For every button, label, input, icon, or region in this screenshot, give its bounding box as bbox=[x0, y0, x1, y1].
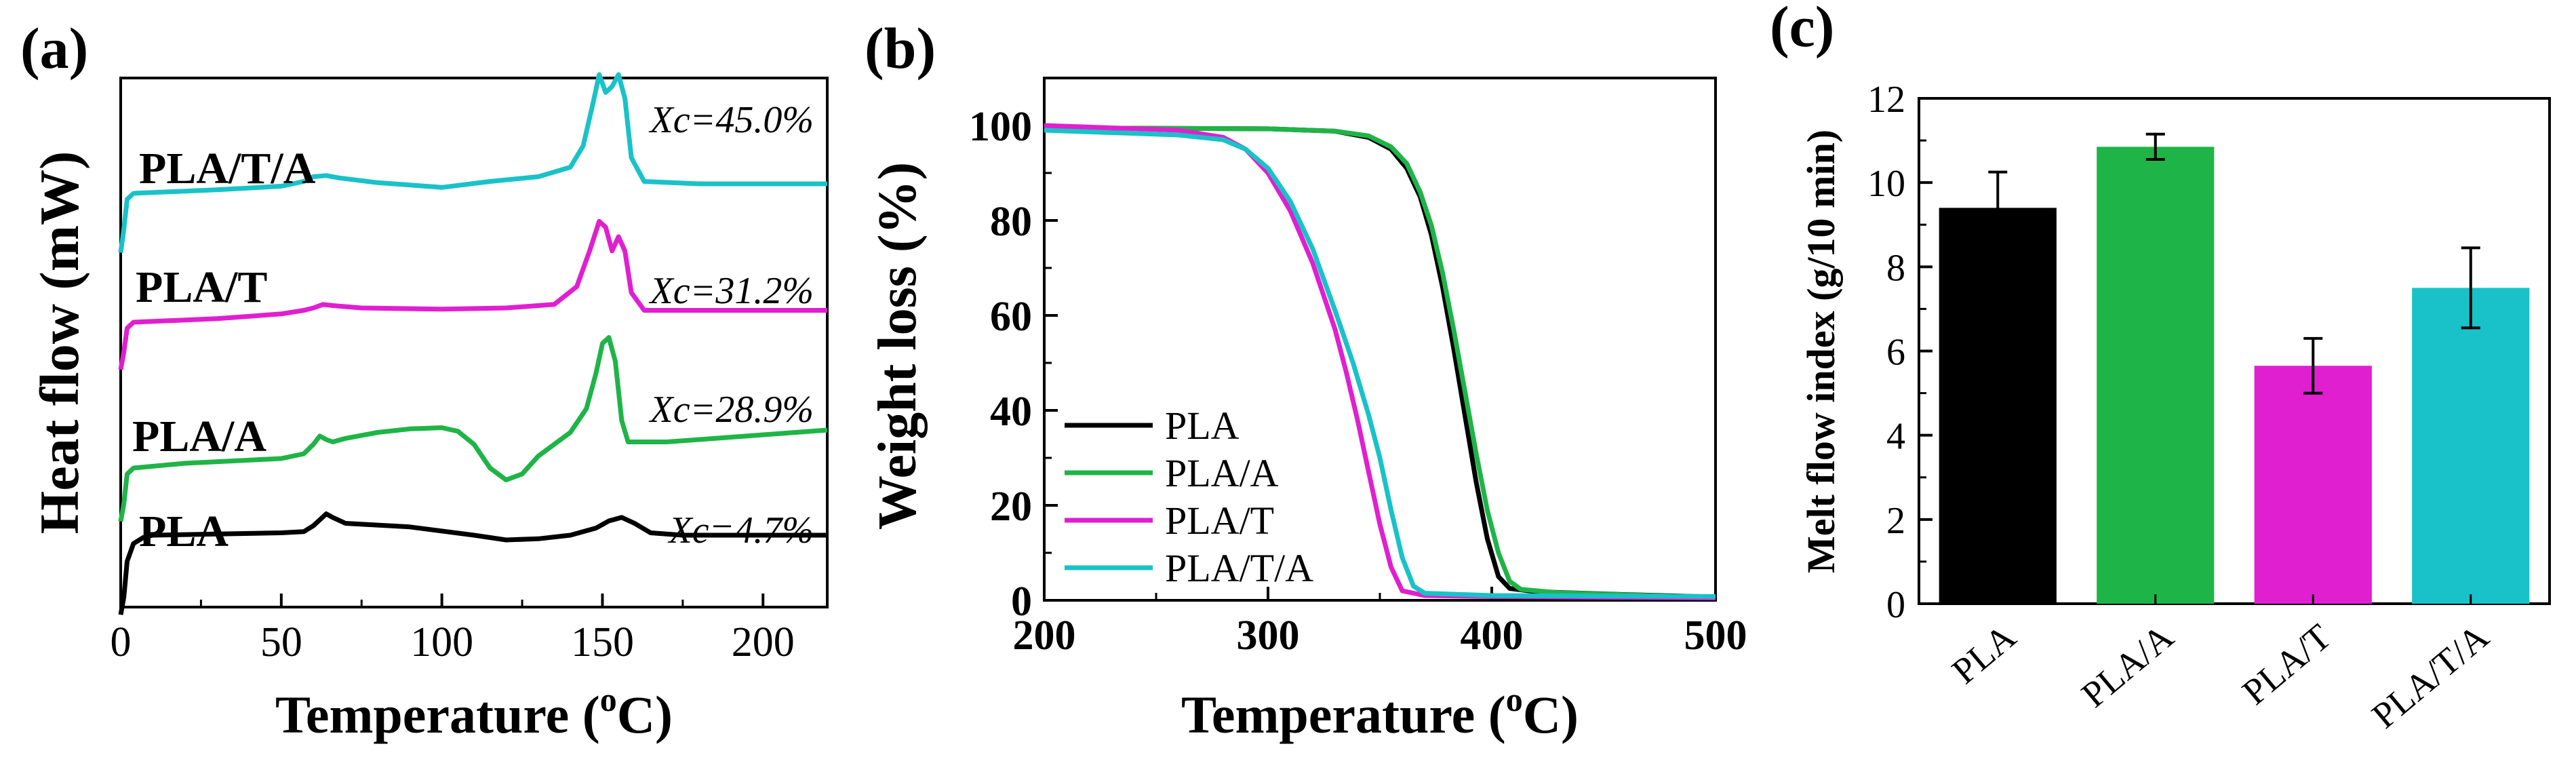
mfi-y-tick-label: 4 bbox=[1886, 416, 1905, 458]
dsc-x-ticks: 0 50 100 150 200 bbox=[111, 594, 795, 665]
tga-y-axis-label: Weight loss (%) bbox=[868, 162, 928, 530]
mfi-bar-pla-t bbox=[2254, 366, 2372, 604]
mfi-y-tick-label: 2 bbox=[1886, 500, 1905, 542]
dsc-curve-pla-a bbox=[118, 335, 828, 522]
dsc-plot-frame bbox=[119, 77, 829, 608]
dsc-series-name-label: PLA bbox=[139, 507, 229, 556]
tga-curve-pla-a bbox=[1044, 125, 1716, 600]
dsc-chart: 0 50 100 150 200 PLA Xc=4.7% PLA/A Xc=28.9% PLA/… bbox=[28, 72, 829, 744]
mfi-bar-pla bbox=[1939, 208, 2057, 604]
tga-curve-pla-t bbox=[1044, 123, 1716, 600]
dsc-crystallinity-annotation: Xc=45.0% bbox=[649, 99, 814, 141]
dsc-x-tick-label: 100 bbox=[410, 619, 473, 665]
tga-legend-label: PLA/T bbox=[1165, 499, 1274, 543]
mfi-y-tick-label: 8 bbox=[1886, 247, 1905, 289]
tga-x-tick-label: 200 bbox=[1013, 613, 1076, 659]
dsc-crystallinity-annotation: Xc=4.7% bbox=[668, 509, 814, 551]
mfi-y-ticks: 0 2 4 6 8 10 12 bbox=[1867, 79, 1933, 626]
tga-y-ticks: 0 20 40 60 80 100 bbox=[969, 104, 1058, 625]
dsc-x-tick-label: 0 bbox=[111, 619, 132, 665]
dsc-crystallinity-annotation: Xc=28.9% bbox=[649, 389, 814, 431]
mfi-y-tick-label: 10 bbox=[1867, 163, 1905, 205]
tga-chart: 200 300 400 500 0 20 40 60 80 100 PLAPLA/APLA/TP… bbox=[868, 77, 1747, 744]
mfi-bar-pla-a bbox=[2097, 147, 2215, 604]
panel-label-b: (b) bbox=[865, 16, 936, 81]
mfi-y-axis-label: Melt flow index (g/10 min) bbox=[1799, 130, 1843, 573]
mfi-y-tick-label: 12 bbox=[1867, 79, 1905, 121]
tga-y-tick-label: 100 bbox=[969, 104, 1032, 150]
tga-legend-label: PLA/T/A bbox=[1165, 546, 1313, 590]
tga-curves bbox=[1044, 123, 1716, 600]
mfi-bars bbox=[1939, 132, 2530, 604]
tga-x-axis-label: Temperature (oC) bbox=[1181, 680, 1579, 744]
tga-x-tick-label: 500 bbox=[1684, 613, 1747, 659]
tga-x-ticks: 200 300 400 500 bbox=[1013, 587, 1747, 659]
dsc-series-labels: PLA Xc=4.7% PLA/A Xc=28.9% PLA/T Xc=31.2% PLA/… bbox=[132, 99, 814, 556]
mfi-x-tick-label: PLA/A bbox=[2074, 616, 2181, 715]
mfi-bar-pla-t-a bbox=[2412, 288, 2530, 604]
panel-label-a: (a) bbox=[20, 16, 88, 81]
dsc-curve-pla-t bbox=[118, 218, 827, 370]
mfi-x-tick-label: PLA/T bbox=[2234, 616, 2338, 712]
mfi-y-tick-label: 6 bbox=[1886, 332, 1905, 374]
tga-y-tick-label: 40 bbox=[990, 389, 1032, 435]
dsc-crystallinity-annotation: Xc=31.2% bbox=[649, 270, 814, 312]
mfi-x-tick-label: PLA/T/A bbox=[2364, 616, 2497, 736]
dsc-curves bbox=[118, 72, 828, 615]
mfi-x-tick-label: PLA bbox=[1944, 616, 2023, 692]
tga-x-tick-label: 300 bbox=[1237, 613, 1300, 659]
dsc-y-axis-label: Heat flow (mW) bbox=[28, 151, 90, 535]
dsc-series-name-label: PLA/A bbox=[132, 412, 266, 461]
dsc-curve-pla-t-a bbox=[118, 72, 827, 253]
tga-y-tick-label: 0 bbox=[1011, 579, 1032, 625]
tga-y-tick-label: 80 bbox=[990, 199, 1032, 245]
tga-y-tick-label: 20 bbox=[990, 484, 1032, 530]
dsc-x-tick-label: 50 bbox=[260, 619, 302, 665]
tga-y-tick-label: 60 bbox=[990, 294, 1032, 340]
dsc-x-axis-label: Temperature (oC) bbox=[275, 680, 673, 744]
mfi-y-tick-label: 0 bbox=[1886, 584, 1905, 626]
dsc-series-name-label: PLA/T bbox=[136, 263, 267, 312]
tga-x-tick-label: 400 bbox=[1461, 613, 1524, 659]
mfi-x-tick-labels: PLA PLA/A PLA/T PLA/T/A bbox=[1944, 616, 2496, 736]
tga-curve-pla-t-a bbox=[1044, 128, 1716, 599]
dsc-x-tick-label: 200 bbox=[732, 619, 795, 665]
dsc-series-name-label: PLA/T/A bbox=[139, 144, 316, 193]
tga-legend-label: PLA/A bbox=[1165, 451, 1279, 495]
dsc-curve-pla bbox=[118, 511, 827, 615]
mfi-chart: 0 2 4 6 8 10 12 PLA PLA/A PLA/T PLA/T/A Melt flow… bbox=[1799, 79, 2551, 736]
tga-legend-label: PLA bbox=[1165, 404, 1240, 448]
panel-label-c: (c) bbox=[1770, 0, 1834, 59]
dsc-x-tick-label: 150 bbox=[571, 619, 634, 665]
